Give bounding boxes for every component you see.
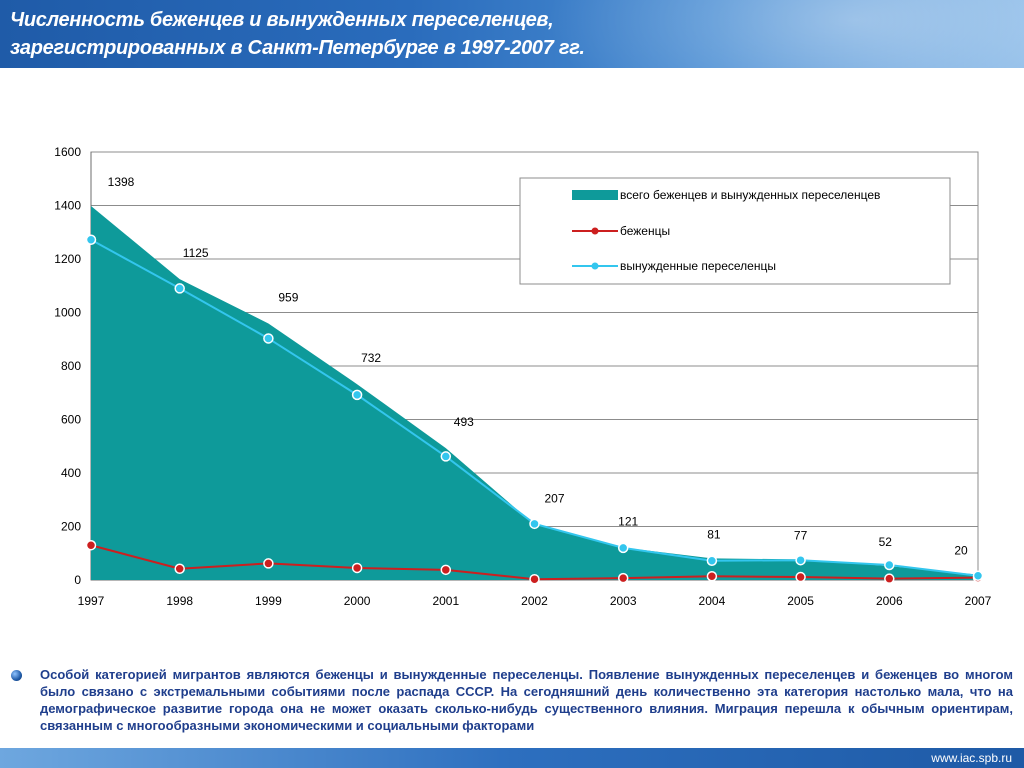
point-displaced xyxy=(529,518,540,530)
point-displaced xyxy=(174,283,185,294)
footer-bar: www.iac.spb.ru xyxy=(0,748,1024,768)
point-refugees xyxy=(351,562,363,574)
data-label-total: 959 xyxy=(278,290,298,304)
x-tick-label: 2003 xyxy=(610,594,637,608)
data-label-total: 207 xyxy=(544,492,564,506)
x-tick-label: 1998 xyxy=(166,594,193,608)
point-displaced xyxy=(884,559,895,571)
point-refugees xyxy=(263,558,274,569)
legend-label-refugees: беженцы xyxy=(620,224,670,238)
y-tick-label: 0 xyxy=(74,573,81,587)
legend-marker-displaced xyxy=(591,262,599,270)
point-refugees xyxy=(174,563,185,575)
header-glow xyxy=(544,0,1024,68)
x-tick-label: 1999 xyxy=(255,594,282,608)
legend-marker-refugees xyxy=(591,227,599,235)
y-tick-label: 800 xyxy=(61,359,81,373)
data-label-total: 1125 xyxy=(183,246,209,260)
point-displaced xyxy=(263,333,274,344)
x-tick-label: 2001 xyxy=(432,594,459,608)
y-tick-label: 400 xyxy=(61,466,81,480)
y-tick-label: 1600 xyxy=(54,145,81,159)
y-tick-label: 1200 xyxy=(54,252,81,266)
x-tick-label: 2000 xyxy=(344,594,371,608)
legend-label-displaced: вынужденные переселенцы xyxy=(620,259,776,273)
y-tick-label: 600 xyxy=(61,413,81,427)
area-series-total xyxy=(91,206,978,580)
point-displaced xyxy=(440,451,452,462)
page-title: Численность беженцев и вынужденных перес… xyxy=(10,6,710,62)
x-tick-label: 2005 xyxy=(787,594,814,608)
x-tick-label: 2004 xyxy=(699,594,726,608)
header-banner: Численность беженцев и вынужденных перес… xyxy=(0,0,1024,68)
point-displaced xyxy=(795,554,806,566)
x-tick-label: 2007 xyxy=(965,594,992,608)
legend-swatch-total xyxy=(572,190,618,200)
data-label-total: 1398 xyxy=(108,175,135,189)
chart-svg: 0 200 400 600 800 1000 1200 1400 1600 1997 1998 199… xyxy=(54,145,992,608)
point-displaced xyxy=(972,570,984,581)
x-tick-label: 1997 xyxy=(78,594,105,608)
data-label-total: 493 xyxy=(454,415,474,429)
point-displaced xyxy=(617,542,629,554)
x-tick-label: 2002 xyxy=(521,594,548,608)
legend-label-total: всего беженцев и вынужденных переселенце… xyxy=(620,188,880,202)
point-displaced xyxy=(85,234,97,245)
y-tick-label: 200 xyxy=(61,520,81,534)
point-refugees xyxy=(617,572,629,584)
point-refugees xyxy=(529,573,540,585)
data-label-total: 732 xyxy=(361,351,381,365)
bullet-icon xyxy=(11,670,22,681)
x-tick-label: 2006 xyxy=(876,594,903,608)
data-label-total: 121 xyxy=(618,515,638,529)
footer-url: www.iac.spb.ru xyxy=(931,751,1012,765)
y-tick-label: 1000 xyxy=(54,306,81,320)
point-refugees xyxy=(85,539,97,551)
page-title-line1: Численность беженцев и вынужденных перес… xyxy=(10,9,554,31)
chart-container: 0 200 400 600 800 1000 1200 1400 1600 1997 1998 199… xyxy=(0,140,1024,620)
point-refugees xyxy=(440,564,452,576)
point-displaced xyxy=(706,555,718,566)
page-title-line2: зарегистрированных в Санкт-Петербурге в … xyxy=(10,37,585,59)
caption-text: Особой категорией мигрантов являются беж… xyxy=(40,667,1013,733)
point-displaced xyxy=(351,389,363,401)
data-label-total: 81 xyxy=(707,527,721,541)
data-label-total: 77 xyxy=(794,528,808,542)
data-label-total: 20 xyxy=(954,544,968,558)
point-refugees xyxy=(884,573,895,584)
point-refugees xyxy=(795,571,806,583)
point-refugees xyxy=(706,571,718,582)
y-tick-label: 1400 xyxy=(54,199,81,213)
data-label-total: 52 xyxy=(879,535,893,549)
